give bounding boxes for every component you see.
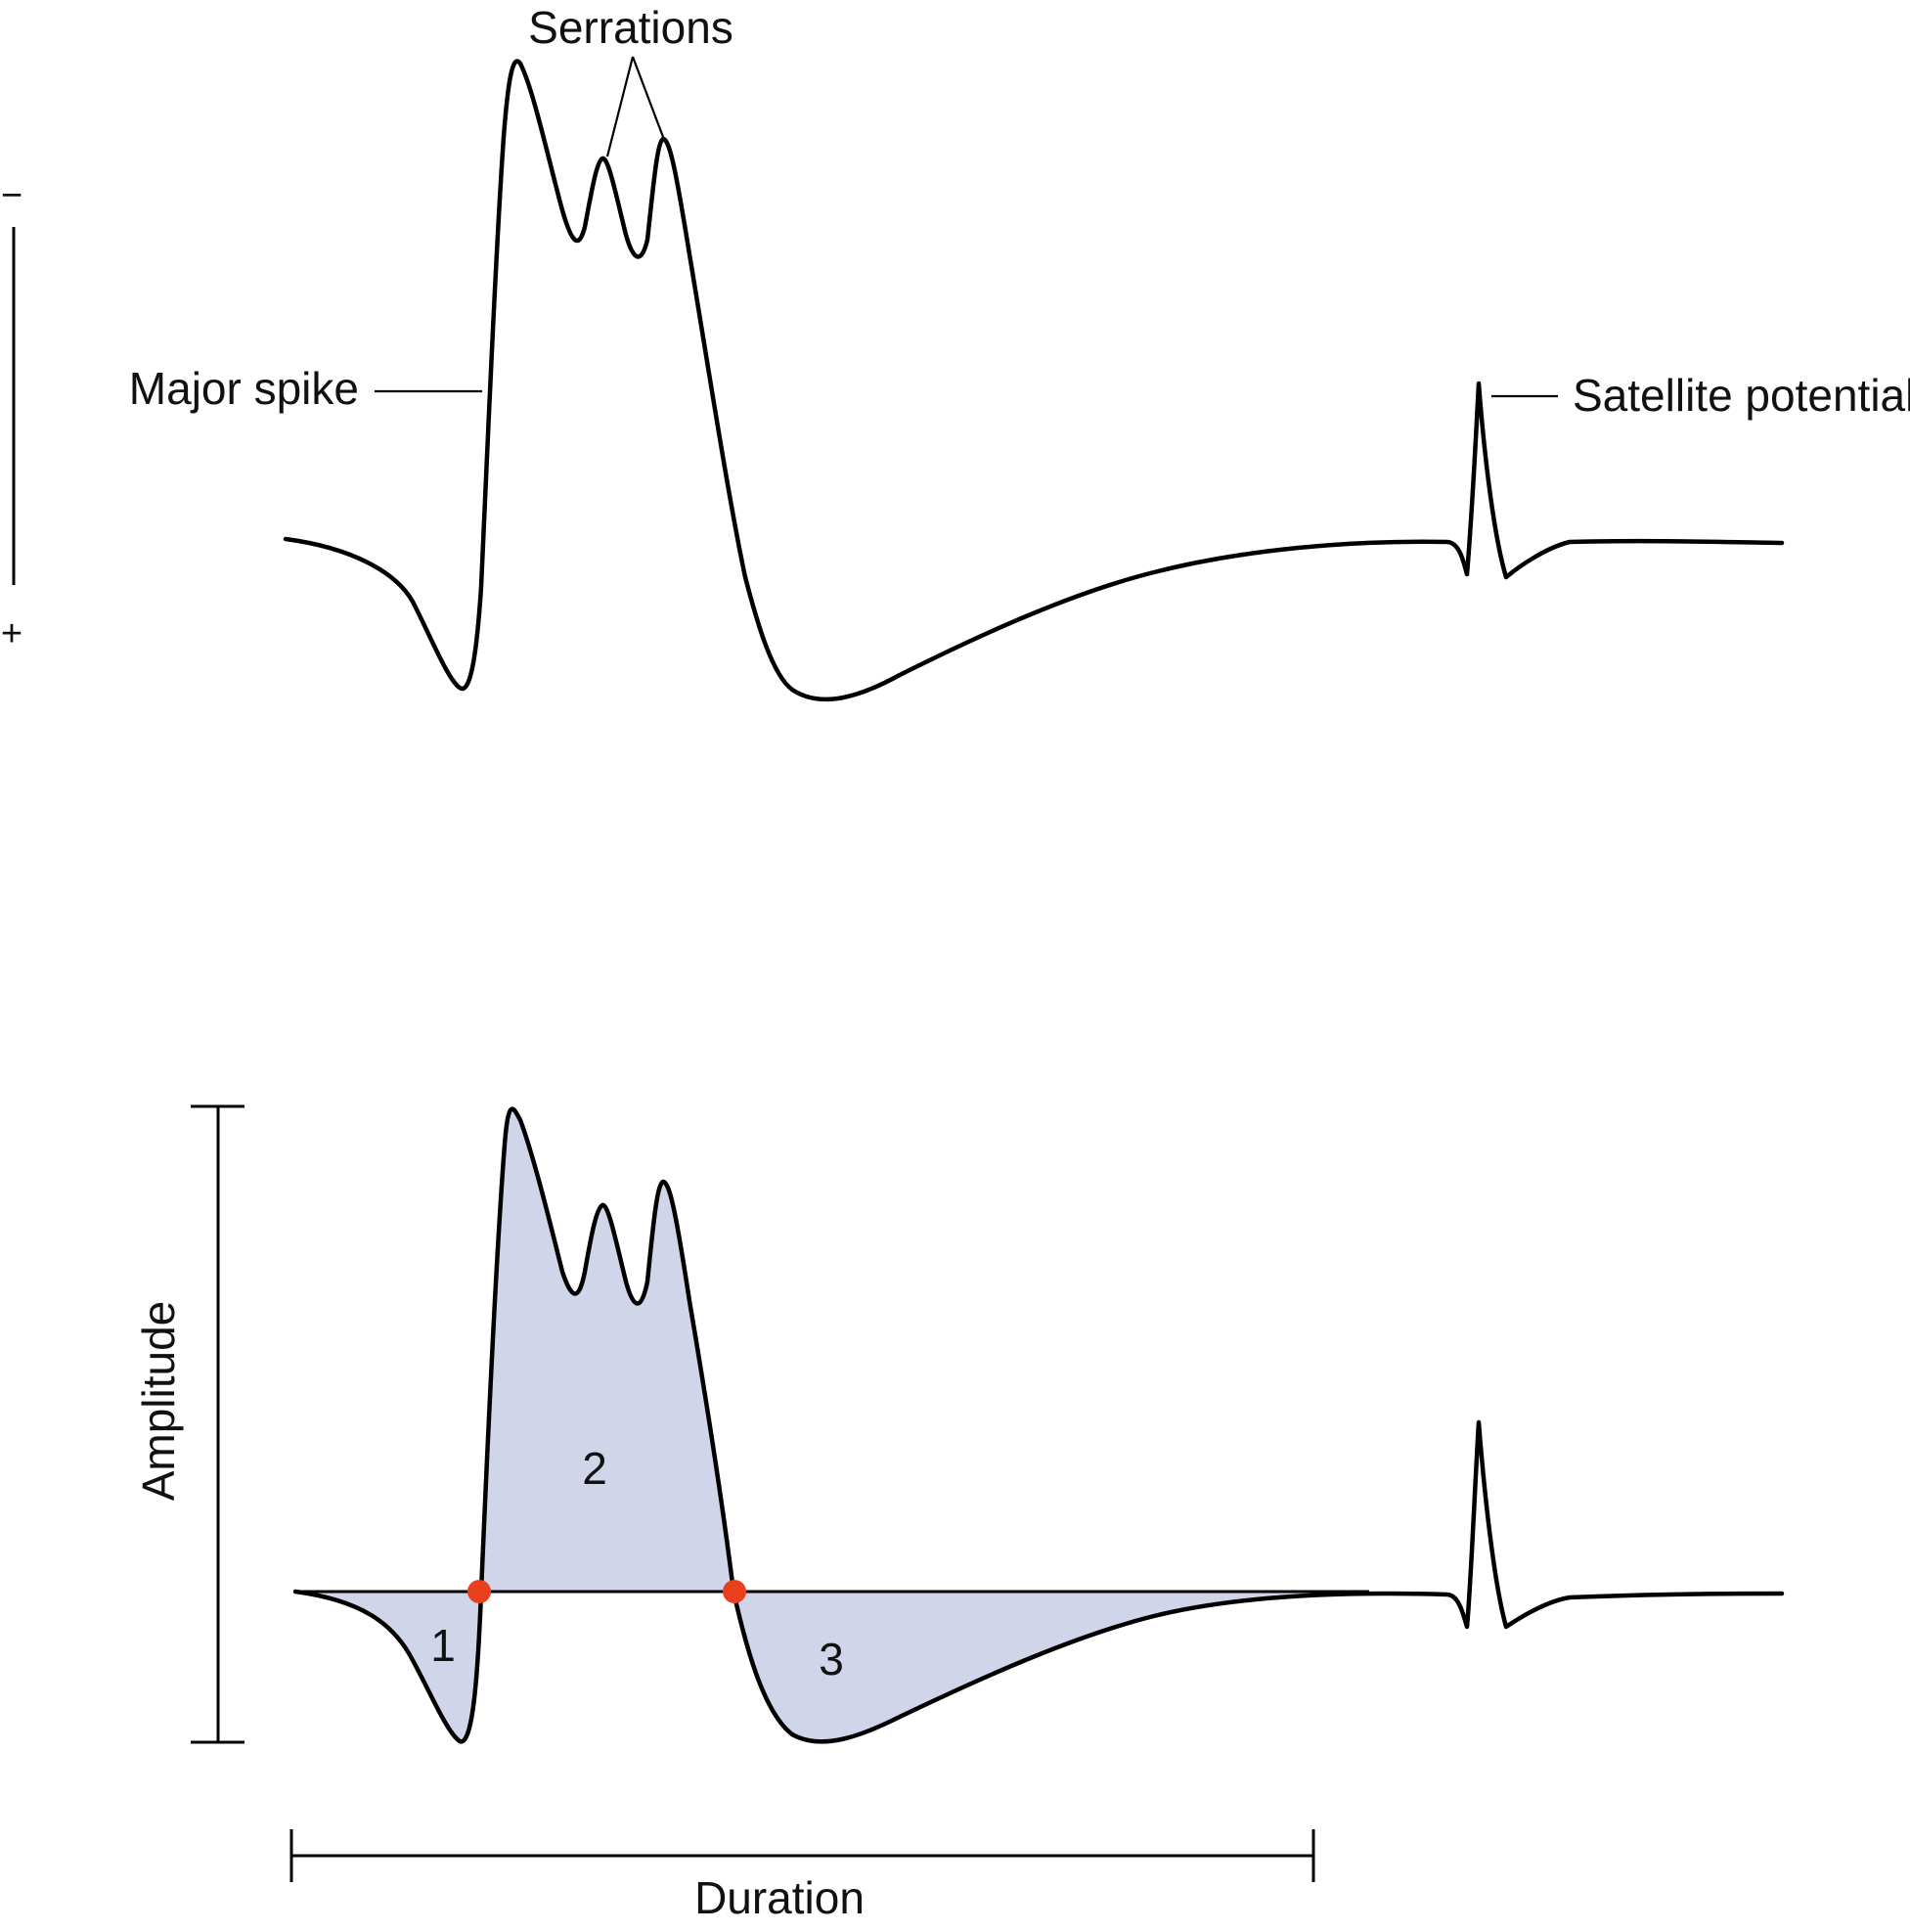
- polarity-minus-label: −: [1, 175, 22, 216]
- polarity-plus-label: +: [1, 613, 22, 654]
- muap-waveform-top: [283, 59, 1785, 702]
- serrations-pointer-2: [631, 56, 665, 138]
- phase-1-area: [295, 1592, 481, 1742]
- bottom-panel: 1 2 3 Amplitude Duration: [133, 1104, 1785, 1923]
- duration-label: Duration: [694, 1872, 865, 1923]
- amplitude-label: Amplitude: [133, 1301, 184, 1502]
- muap-waveform-bottom: [292, 1106, 1785, 1744]
- phase-3-label: 3: [819, 1634, 844, 1685]
- top-panel: − + Serrations Major spike Satellite pot…: [1, 2, 1910, 702]
- zero-crossing-marker-1: [467, 1580, 491, 1603]
- serrations-label: Serrations: [528, 2, 733, 53]
- zero-crossing-marker-2: [723, 1580, 746, 1603]
- phase-3-area: [733, 1592, 1369, 1742]
- phase-2-area: [481, 1108, 733, 1592]
- phase-2-label: 2: [582, 1443, 607, 1494]
- phase-1-label: 1: [430, 1620, 456, 1671]
- major-spike-label: Major spike: [129, 363, 359, 414]
- satellite-potential-label: Satellite potential: [1573, 370, 1910, 421]
- serrations-pointer-1: [605, 56, 635, 157]
